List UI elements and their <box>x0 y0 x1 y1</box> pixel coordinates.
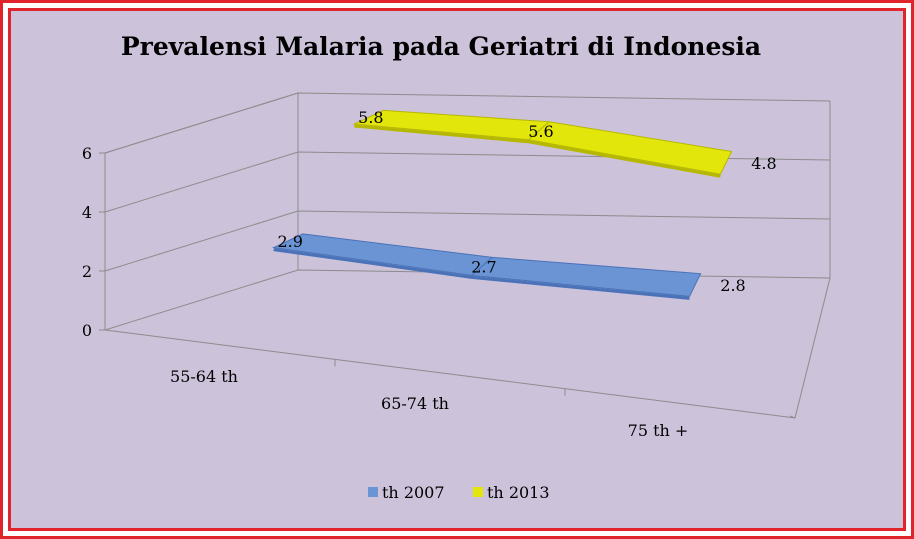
x-category-label: 65-74 th <box>381 394 449 413</box>
chart-title: Prevalensi Malaria pada Geriatri di Indo… <box>121 32 761 61</box>
series-ribbon-edge <box>273 248 690 300</box>
gridline <box>104 92 831 154</box>
data-label: 5.8 <box>358 108 383 127</box>
legend: th 2007 th 2013 <box>368 483 550 502</box>
y-axis-ticks: 0 2 4 6 <box>82 144 92 340</box>
legend-label: th 2013 <box>487 483 550 502</box>
data-label: 5.6 <box>528 122 553 141</box>
x-axis-labels: 55-64 th 65-74 th 75 th + <box>170 359 688 440</box>
floor-corner <box>789 415 796 419</box>
y-tick-label: 2 <box>82 262 92 281</box>
gridline <box>104 210 831 272</box>
data-label: 4.8 <box>751 154 776 173</box>
y-tick-label: 4 <box>82 203 92 222</box>
y-tick-label: 0 <box>82 321 92 340</box>
series-ribbons <box>271 109 733 300</box>
x-category-label: 55-64 th <box>170 367 238 386</box>
data-label: 2.8 <box>720 276 745 295</box>
data-label: 2.7 <box>471 257 496 276</box>
series-ribbon-segment <box>470 256 702 297</box>
x-category-label: 75 th + <box>628 421 689 440</box>
data-labels: 2.9 2.7 2.8 5.8 5.6 4.8 <box>277 108 776 295</box>
legend-label: th 2007 <box>382 483 445 502</box>
y-tick-label: 6 <box>82 144 92 163</box>
legend-swatch <box>368 487 378 497</box>
floor-edge <box>104 277 831 419</box>
side-wall <box>104 92 299 330</box>
series-ribbon-edge <box>354 124 721 178</box>
data-label: 2.9 <box>277 232 302 251</box>
legend-swatch <box>473 487 483 497</box>
series-ribbon-segment <box>527 121 733 175</box>
